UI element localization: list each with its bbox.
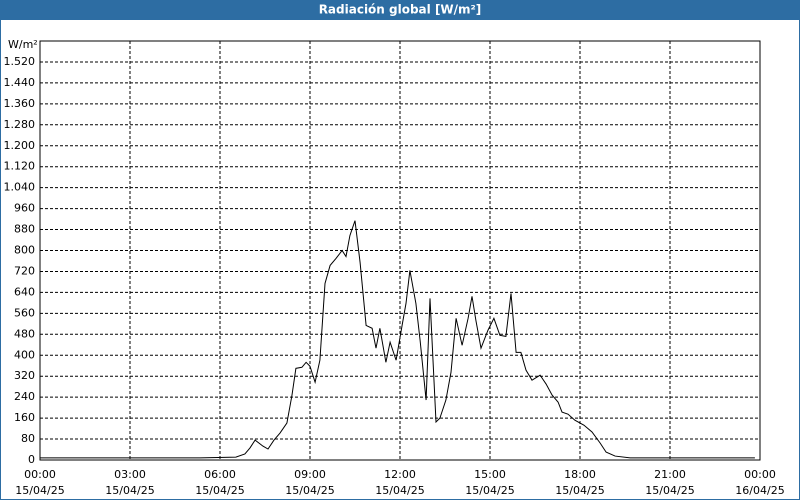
y-tick-label: 1.200: [4, 139, 36, 152]
x-tick-label: 09:00: [294, 468, 326, 481]
x-tick-label: 15:00: [474, 468, 506, 481]
y-tick-label: 960: [14, 202, 35, 215]
x-tick-date: 16/04/25: [735, 484, 784, 497]
y-tick-label: 640: [14, 285, 35, 298]
y-tick-label: 1.120: [4, 160, 36, 173]
y-tick-label: 1.040: [4, 181, 36, 194]
x-tick-label: 00:00: [744, 468, 776, 481]
x-tick-date: 15/04/25: [375, 484, 424, 497]
x-tick-date: 15/04/25: [285, 484, 334, 497]
x-tick-date: 15/04/25: [105, 484, 154, 497]
y-unit-label: W/m²: [8, 38, 38, 51]
x-tick-date: 15/04/25: [465, 484, 514, 497]
y-tick-label: 800: [14, 244, 35, 257]
y-tick-label: 80: [21, 432, 35, 445]
x-tick-label: 06:00: [204, 468, 236, 481]
y-tick-label: 1.440: [4, 76, 36, 89]
y-tick-label: 1.360: [4, 97, 36, 110]
y-tick-label: 160: [14, 411, 35, 424]
x-tick-label: 03:00: [114, 468, 146, 481]
x-tick-date: 15/04/25: [15, 484, 64, 497]
title-bar: [0, 0, 800, 20]
y-tick-label: 720: [14, 264, 35, 277]
y-tick-label: 880: [14, 223, 35, 236]
y-tick-label: 560: [14, 306, 35, 319]
y-tick-label: 1.280: [4, 118, 36, 131]
x-tick-label: 12:00: [384, 468, 416, 481]
data-line: [40, 220, 755, 459]
x-tick-label: 00:00: [24, 468, 56, 481]
y-tick-label: 0: [28, 453, 35, 466]
y-tick-label: 480: [14, 327, 35, 340]
y-tick-label: 320: [14, 369, 35, 382]
plot-frame: [39, 40, 761, 461]
x-tick-label: 21:00: [654, 468, 686, 481]
x-tick-date: 15/04/25: [195, 484, 244, 497]
y-tick-label: 240: [14, 390, 35, 403]
x-tick-date: 15/04/25: [555, 484, 604, 497]
y-tick-label: 400: [14, 348, 35, 361]
y-tick-label: 1.520: [4, 55, 36, 68]
x-tick-date: 15/04/25: [645, 484, 694, 497]
chart-title: Radiación global [W/m²]: [319, 3, 482, 17]
x-tick-label: 18:00: [564, 468, 596, 481]
